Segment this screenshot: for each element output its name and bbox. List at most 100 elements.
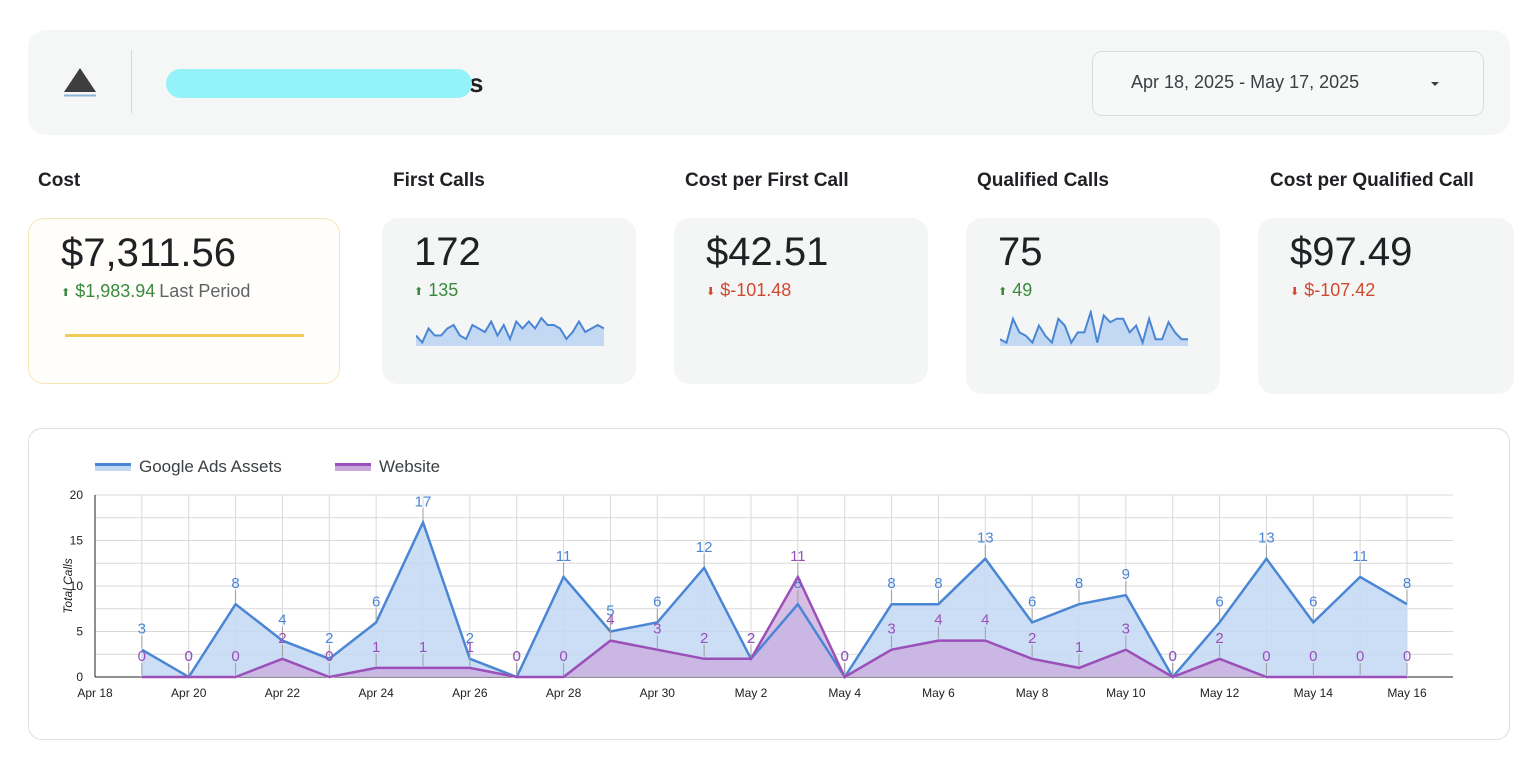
arrow-up-icon: ⬆ [414, 286, 424, 298]
website-data-label: 3 [887, 621, 895, 638]
website-data-label: 4 [606, 612, 614, 629]
first-calls-spark-area [416, 318, 604, 346]
kpi-card-cost: $7,311.56 ⬆ $1,983.94 Last Period [28, 218, 340, 384]
legend-item-website[interactable]: Website [335, 457, 440, 477]
kpi-label-first-calls: First Calls [393, 170, 485, 191]
website-data-label: 0 [231, 648, 239, 665]
google-ads-assets-data-label: 2 [747, 630, 755, 647]
google-ads-assets-data-label: 3 [138, 621, 146, 638]
x-tick-label: Apr 24 [358, 686, 394, 700]
website-data-label: 0 [138, 648, 146, 665]
x-tick-label: Apr 26 [452, 686, 488, 700]
x-tick-label: May 2 [735, 686, 768, 700]
google-ads-assets-data-label: 4 [278, 612, 286, 629]
kpi-card-cost-per-qualified-call: $97.49 ⬇ $-107.42 [1258, 218, 1514, 394]
date-range-text: Apr 18, 2025 - May 17, 2025 [1131, 72, 1360, 92]
website-data-label: 0 [1356, 648, 1364, 665]
google-ads-assets-data-label: 8 [887, 575, 895, 592]
kpi-delta-first-calls: ⬆ 135 [414, 280, 459, 300]
x-tick-label: Apr 30 [640, 686, 676, 700]
google-ads-assets-data-label: 0 [1169, 648, 1177, 665]
cost-sparkline [65, 334, 304, 337]
website-area [141, 576, 1407, 677]
header-divider [131, 50, 132, 113]
kpi-card-first-calls: 172 ⬆ 135 [382, 218, 636, 384]
website-data-label: 0 [1262, 648, 1270, 665]
kpi-label-cost: Cost [38, 170, 81, 191]
kpi-value-cost-per-qualified-call: $97.49 [1290, 230, 1413, 274]
kpi-delta-cost-per-first-call: ⬇ $-101.48 [706, 280, 792, 300]
google-ads-assets-line [141, 518, 1408, 680]
date-range-picker[interactable]: Apr 18, 2025 - May 17, 2025 [1092, 51, 1484, 116]
google-ads-assets-data-label: 12 [696, 539, 713, 556]
google-ads-assets-data-label: 13 [977, 530, 994, 547]
kpi-delta-qualified-calls: ⬆ 49 [998, 280, 1033, 300]
website-data-label: 0 [1169, 648, 1177, 665]
x-tick-label: May 6 [922, 686, 955, 700]
website-data-label: 0 [513, 648, 521, 665]
google-ads-assets-data-label: 6 [1215, 593, 1223, 610]
website-data-label: 11 [790, 548, 806, 565]
google-ads-assets-data-label: 0 [513, 648, 521, 665]
page-title: s [164, 65, 483, 101]
website-data-label: 1 [372, 639, 380, 656]
google-ads-assets-data-label: 8 [794, 575, 802, 592]
website-data-label: 1 [1075, 639, 1083, 656]
y-tick-label: 5 [76, 625, 83, 639]
website-data-label: 3 [653, 621, 661, 638]
triangle-logo-icon [64, 68, 96, 97]
website-data-label: 0 [559, 648, 567, 665]
website-data-label: 2 [700, 630, 708, 647]
google-ads-assets-data-label: 5 [606, 603, 614, 620]
website-data-label: 1 [466, 639, 474, 656]
google-ads-assets-data-label: 2 [325, 630, 333, 647]
x-tick-label: Apr 20 [171, 686, 207, 700]
website-data-label: 2 [1215, 630, 1223, 647]
x-tick-label: May 8 [1016, 686, 1049, 700]
qualified-calls-spark-line [1000, 310, 1188, 346]
google-ads-assets-data-label: 11 [1352, 548, 1368, 565]
kpi-card-qualified-calls: 75 ⬆ 49 [966, 218, 1220, 394]
google-ads-assets-data-label: 8 [1403, 575, 1411, 592]
kpi-label-cost-per-qualified-call: Cost per Qualified Call [1270, 170, 1474, 191]
kpi-label-cost-per-first-call: Cost per First Call [685, 170, 849, 191]
kpi-value-first-calls: 172 [414, 230, 481, 274]
website-data-label: 2 [278, 630, 286, 647]
google-ads-assets-data-label: 17 [415, 493, 432, 510]
x-tick-label: May 12 [1200, 686, 1240, 700]
google-ads-assets-data-label: 6 [653, 593, 661, 610]
kpi-delta-cost: ⬆ $1,983.94 Last Period [61, 281, 251, 301]
legend-swatch-google [95, 463, 131, 471]
website-data-label: 0 [325, 648, 333, 665]
y-tick-label: 20 [70, 488, 84, 502]
y-tick-label: 15 [70, 534, 84, 548]
kpi-card-cost-per-first-call: $42.51 ⬇ $-101.48 [674, 218, 928, 384]
first-calls-spark-line [416, 316, 604, 345]
first-calls-sparkline [416, 316, 604, 346]
x-tick-label: May 14 [1294, 686, 1334, 700]
qualified-calls-sparkline [1000, 310, 1188, 346]
google-ads-assets-data-label: 0 [841, 648, 849, 665]
caret-down-icon[interactable] [1431, 82, 1439, 86]
kpi-delta-cost-per-qualified-call: ⬇ $-107.42 [1290, 280, 1376, 300]
arrow-up-icon: ⬆ [61, 287, 71, 299]
website-line [141, 574, 1407, 679]
website-data-label: 4 [981, 612, 989, 629]
y-tick-label: 10 [70, 579, 84, 593]
google-ads-assets-area [141, 522, 1407, 677]
google-ads-assets-data-label: 6 [372, 593, 380, 610]
website-data-label: 3 [1122, 621, 1130, 638]
x-tick-label: Apr 22 [265, 686, 301, 700]
x-tick-label: Apr 28 [546, 686, 582, 700]
website-data-label: 2 [747, 630, 755, 647]
website-data-label: 4 [934, 612, 942, 629]
legend-item-google-ads-assets[interactable]: Google Ads Assets [95, 457, 282, 477]
website-data-label: 2 [1028, 630, 1036, 647]
y-tick-label: 0 [76, 670, 83, 684]
x-tick-label: Apr 18 [77, 686, 113, 700]
google-ads-assets-data-label: 6 [1028, 593, 1036, 610]
kpi-label-qualified-calls: Qualified Calls [977, 170, 1109, 191]
arrow-up-icon: ⬆ [998, 286, 1008, 298]
